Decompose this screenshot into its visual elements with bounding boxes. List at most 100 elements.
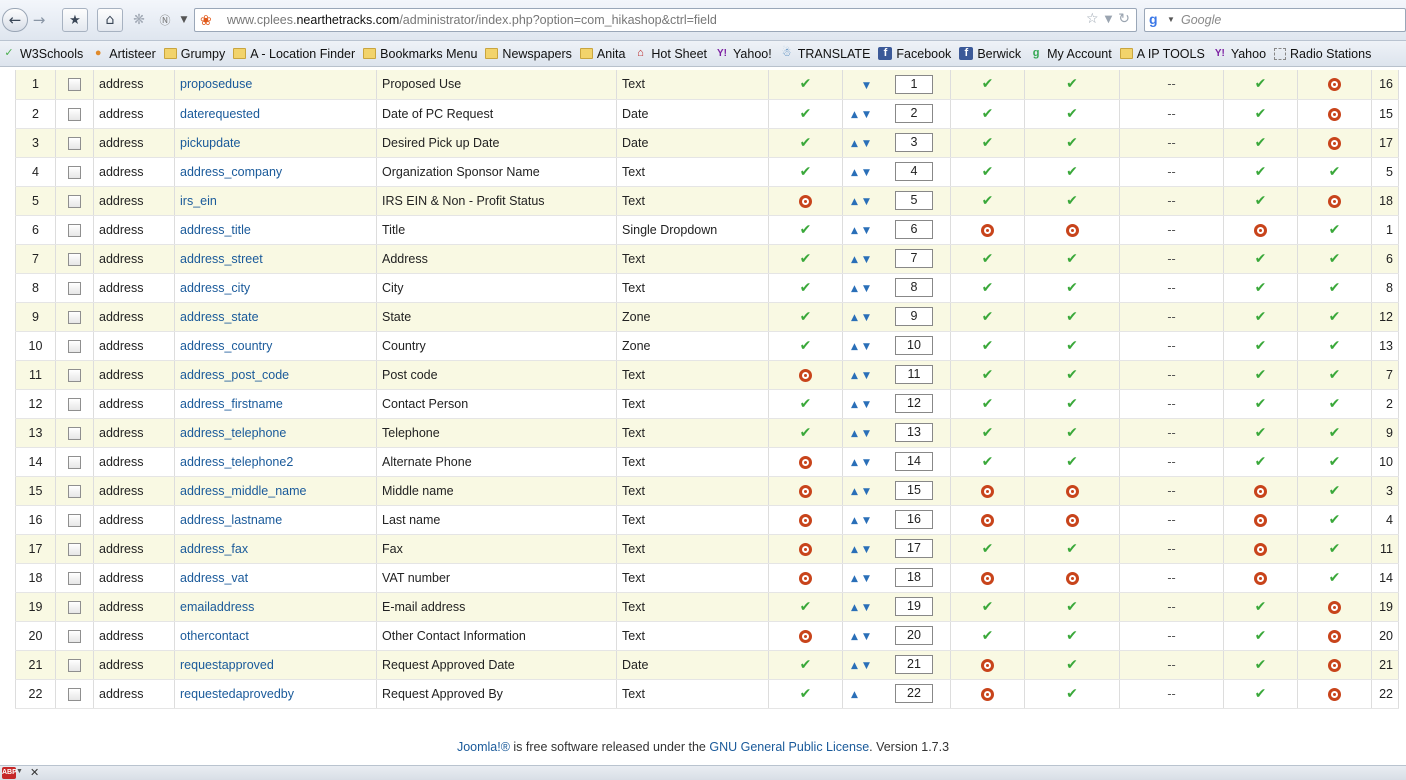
published-check-icon[interactable]: ✔ <box>1328 308 1341 325</box>
row-checkbox[interactable] <box>68 223 81 237</box>
move-down-icon[interactable]: ▼ <box>863 544 870 555</box>
row-checkbox[interactable] <box>68 484 81 498</box>
history-dropdown-icon[interactable]: ▼ <box>180 15 188 25</box>
row-checkbox[interactable] <box>68 194 81 208</box>
field-column-link[interactable]: othercontact <box>180 628 249 643</box>
bookmark-item[interactable]: Y! Yahoo <box>1213 47 1266 61</box>
frontend-check-icon[interactable]: ✔ <box>981 192 994 209</box>
frontend-check-icon[interactable]: ✔ <box>981 395 994 412</box>
frontend-check-icon[interactable]: ✔ <box>981 627 994 644</box>
required-check-icon[interactable]: ✔ <box>799 308 812 325</box>
frontend-check-icon[interactable]: ✔ <box>981 76 994 93</box>
move-down-icon[interactable]: ▼ <box>863 370 870 381</box>
frontend-unpublished-icon[interactable] <box>981 223 994 237</box>
published-unpublished-icon[interactable] <box>1328 629 1341 643</box>
bookmark-item[interactable]: f Berwick <box>959 47 1021 61</box>
field-column-link[interactable]: address_fax <box>180 541 249 556</box>
display-unpublished-icon[interactable] <box>1254 542 1267 556</box>
published-check-icon[interactable]: ✔ <box>1328 569 1341 586</box>
field-column-link[interactable]: requestapproved <box>180 657 274 672</box>
frontend-check-icon[interactable]: ✔ <box>981 598 994 615</box>
field-column-link[interactable]: address_middle_name <box>180 483 307 498</box>
display-check-icon[interactable]: ✔ <box>1254 395 1267 412</box>
field-column-link[interactable]: irs_ein <box>180 193 217 208</box>
published-check-icon[interactable]: ✔ <box>1328 337 1341 354</box>
frontend-check-icon[interactable]: ✔ <box>981 250 994 267</box>
required-unpublished-icon[interactable] <box>799 542 812 556</box>
required-check-icon[interactable]: ✔ <box>799 76 812 93</box>
backend-check-icon[interactable]: ✔ <box>1066 308 1078 325</box>
ordering-input[interactable]: 4 <box>895 162 933 181</box>
required-unpublished-icon[interactable] <box>799 629 812 643</box>
required-check-icon[interactable]: ✔ <box>799 656 812 673</box>
ordering-input[interactable]: 17 <box>895 539 933 558</box>
move-down-icon[interactable]: ▼ <box>863 80 870 91</box>
bookmark-item[interactable]: Grumpy <box>163 47 225 61</box>
ordering-input[interactable]: 9 <box>895 307 933 326</box>
bookmark-item[interactable]: g My Account <box>1029 47 1112 61</box>
move-up-icon[interactable]: ▲ <box>851 138 858 149</box>
frontend-check-icon[interactable]: ✔ <box>981 279 994 296</box>
home-button[interactable]: ⌂ <box>97 8 123 32</box>
ordering-input[interactable]: 2 <box>895 104 933 123</box>
ordering-input[interactable]: 10 <box>895 336 933 355</box>
backend-check-icon[interactable]: ✔ <box>1066 337 1078 354</box>
published-check-icon[interactable]: ✔ <box>1328 221 1341 238</box>
ordering-input[interactable]: 22 <box>895 684 933 703</box>
ordering-input[interactable]: 14 <box>895 452 933 471</box>
move-down-icon[interactable]: ▼ <box>863 602 870 613</box>
display-check-icon[interactable]: ✔ <box>1254 134 1267 151</box>
back-button[interactable]: ← <box>2 8 28 32</box>
backend-check-icon[interactable]: ✔ <box>1066 279 1078 296</box>
url-dropdown-icon[interactable]: ▼ <box>1104 14 1113 25</box>
addon-m-icon[interactable]: Ⓝ <box>159 14 171 27</box>
required-unpublished-icon[interactable] <box>799 368 812 382</box>
display-check-icon[interactable]: ✔ <box>1254 366 1267 383</box>
field-column-link[interactable]: daterequested <box>180 106 260 121</box>
move-down-icon[interactable]: ▼ <box>863 428 870 439</box>
published-check-icon[interactable]: ✔ <box>1328 163 1341 180</box>
move-down-icon[interactable]: ▼ <box>863 283 870 294</box>
published-unpublished-icon[interactable] <box>1328 687 1341 701</box>
row-checkbox[interactable] <box>68 252 81 266</box>
required-check-icon[interactable]: ✔ <box>799 250 812 267</box>
required-unpublished-icon[interactable] <box>799 513 812 527</box>
joomla-link[interactable]: Joomla!® <box>456 740 510 754</box>
frontend-check-icon[interactable]: ✔ <box>981 453 994 470</box>
ordering-input[interactable]: 8 <box>895 278 933 297</box>
ordering-input[interactable]: 21 <box>895 655 933 674</box>
backend-check-icon[interactable]: ✔ <box>1066 163 1078 180</box>
bookmarks-button[interactable]: ★ <box>62 8 88 32</box>
field-column-link[interactable]: address_vat <box>180 570 249 585</box>
published-unpublished-icon[interactable] <box>1328 658 1341 672</box>
frontend-unpublished-icon[interactable] <box>981 658 994 672</box>
required-check-icon[interactable]: ✔ <box>799 337 812 354</box>
field-column-link[interactable]: emailaddress <box>180 599 255 614</box>
field-column-link[interactable]: pickupdate <box>180 135 241 150</box>
ordering-input[interactable]: 3 <box>895 133 933 152</box>
move-down-icon[interactable]: ▼ <box>863 196 870 207</box>
address-bar[interactable]: ❀ www.cplees.nearthetracks.com/administr… <box>194 8 1137 32</box>
row-checkbox[interactable] <box>68 629 81 643</box>
display-check-icon[interactable]: ✔ <box>1254 337 1267 354</box>
row-checkbox[interactable] <box>68 600 81 614</box>
move-down-icon[interactable]: ▼ <box>863 254 870 265</box>
display-check-icon[interactable]: ✔ <box>1254 598 1267 615</box>
published-unpublished-icon[interactable] <box>1328 600 1341 614</box>
display-check-icon[interactable]: ✔ <box>1254 424 1267 441</box>
display-check-icon[interactable]: ✔ <box>1254 192 1267 209</box>
move-down-icon[interactable]: ▼ <box>863 515 870 526</box>
move-up-icon[interactable]: ▲ <box>851 312 858 323</box>
move-up-icon[interactable]: ▲ <box>851 341 858 352</box>
published-check-icon[interactable]: ✔ <box>1328 395 1341 412</box>
ordering-input[interactable]: 18 <box>895 568 933 587</box>
move-down-icon[interactable]: ▼ <box>863 341 870 352</box>
move-up-icon[interactable]: ▲ <box>851 689 858 700</box>
required-check-icon[interactable]: ✔ <box>799 424 812 441</box>
display-check-icon[interactable]: ✔ <box>1254 656 1267 673</box>
row-checkbox[interactable] <box>68 281 81 295</box>
move-down-icon[interactable]: ▼ <box>863 109 870 120</box>
required-unpublished-icon[interactable] <box>799 194 812 208</box>
row-checkbox[interactable] <box>68 368 81 382</box>
bookmark-star-icon[interactable]: ☆ <box>1086 11 1099 27</box>
